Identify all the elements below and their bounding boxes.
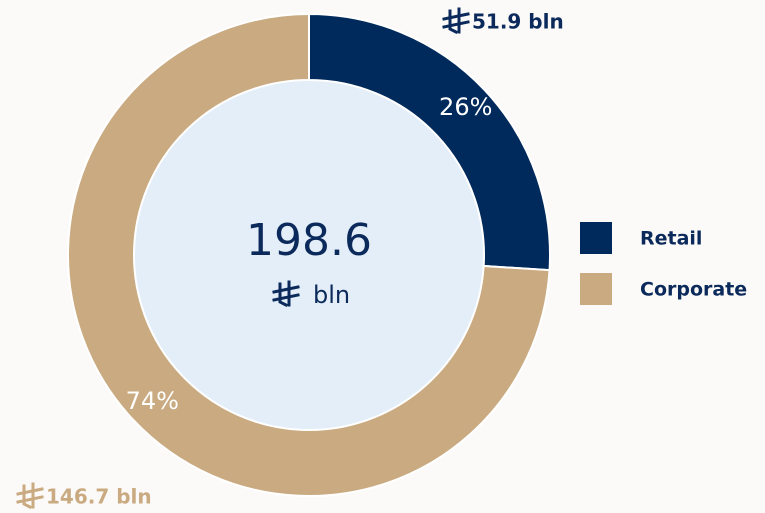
currency-icon <box>16 482 44 509</box>
amount-label: 146.7 bln <box>46 485 152 509</box>
percent-label: 74% <box>126 387 179 415</box>
donut-segment <box>308 12 551 272</box>
currency-icon <box>442 7 470 34</box>
legend-swatch <box>580 222 612 254</box>
percent-label: 26% <box>439 93 492 121</box>
legend-label: Corporate <box>640 279 747 301</box>
amount-label: 51.9 bln <box>472 10 564 34</box>
donut-segment <box>67 12 551 497</box>
legend-label: Retail <box>640 228 702 250</box>
donut-hole <box>134 80 484 430</box>
center-unit: bln <box>313 281 350 309</box>
legend-swatch <box>580 273 612 305</box>
center-value: 198.6 <box>246 215 372 266</box>
